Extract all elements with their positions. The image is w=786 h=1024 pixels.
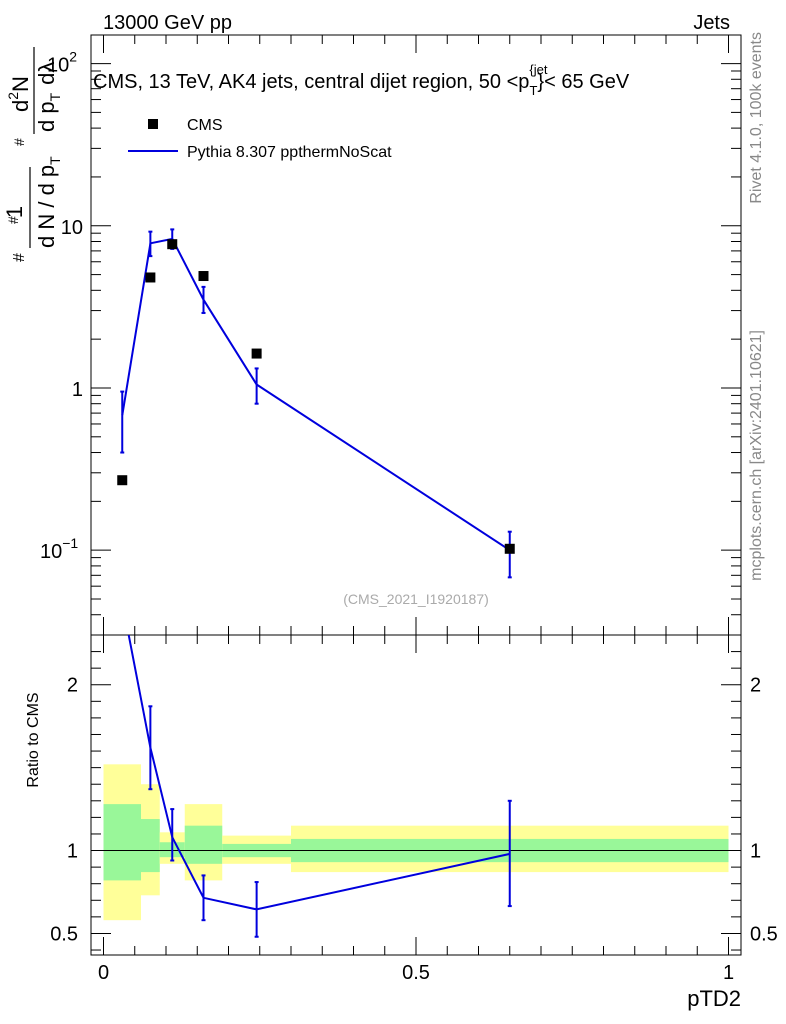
main-ytick-label: 102 [47, 49, 77, 77]
mcplots-label: mcplots.cern.ch [arXiv:2401.10621] [748, 330, 765, 581]
ratio-band-inner [103, 804, 141, 881]
main-plot-panel: 102 10 1 10−1 CMS, 13 TeV, AK4 jets, centra… [2, 34, 742, 636]
ratio-xtick-label: 1 [723, 962, 734, 984]
ylabel-den: d N / d pT [34, 156, 63, 248]
ylabel-lhs-hash: # [11, 253, 28, 262]
ylabel-num-hash: # [5, 216, 21, 224]
ratio-y-axis-label: Ratio to CMS [25, 692, 42, 787]
legend-pythia-label: Pythia 8.307 ppthermNoScat [187, 144, 392, 161]
ratio-frame [90, 634, 742, 956]
cms-data-point [117, 475, 128, 486]
ylabel-rhs-num: d2N [5, 76, 33, 112]
ylabel-rhs-den: d pTdλ [34, 62, 63, 132]
ratio-band-inner [141, 819, 160, 873]
pythia-line [121, 237, 511, 552]
cms-data-point [198, 271, 209, 282]
legend-cms-marker [148, 119, 158, 129]
ratio-band-inner [184, 825, 223, 864]
plot-title: CMS, 13 TeV, AK4 jets, central dijet reg… [93, 62, 630, 98]
legend-cms-label: CMS [187, 117, 223, 134]
ratio-ytick-label-left: 1 [67, 841, 78, 863]
ratio-ytick-label-right: 2 [750, 675, 761, 697]
main-ytick-label: 10 [61, 217, 83, 239]
cms-data-point [504, 543, 515, 554]
ratio-pythia-line [127, 635, 511, 911]
legend: CMS Pythia 8.307 ppthermNoScat [128, 117, 392, 161]
analysis-watermark: (CMS_2021_I1920187) [343, 591, 489, 607]
ratio-xtick-label: 0 [98, 962, 109, 984]
ratio-ytick-label-right: 1 [750, 841, 761, 863]
main-ytick-label: 1 [72, 379, 83, 401]
cms-data-point [251, 348, 262, 359]
ylabel-rhs-hash: # [11, 138, 27, 146]
header-energy: 13000 GeV pp [103, 12, 232, 34]
header-jets: Jets [693, 12, 730, 34]
ratio-xtick-label: 0.5 [402, 962, 430, 984]
ylabel-one: 1 [2, 206, 27, 218]
x-axis-label: pTD2 [687, 986, 741, 1011]
ratio-ytick-label-left: 0.5 [50, 923, 78, 945]
rivet-label: Rivet 4.1.0, 100k events [748, 32, 765, 204]
ratio-ytick-label-left: 2 [67, 675, 78, 697]
ratio-ytick-label-right: 0.5 [750, 923, 778, 945]
cms-data-point [167, 239, 178, 250]
title-main: CMS, 13 TeV, AK4 jets, central dijet reg… [93, 62, 630, 98]
y-axis-label: # 1 # d N / d pT # d2N d pTdλ [2, 47, 63, 262]
ratio-plot-panel: 2 2 1 1 0.5 0.5 0 0.5 1 Ratio to CMS pTD2 [25, 634, 778, 1011]
cms-data-point [145, 272, 156, 283]
main-ytick-label: 10−1 [40, 535, 78, 563]
